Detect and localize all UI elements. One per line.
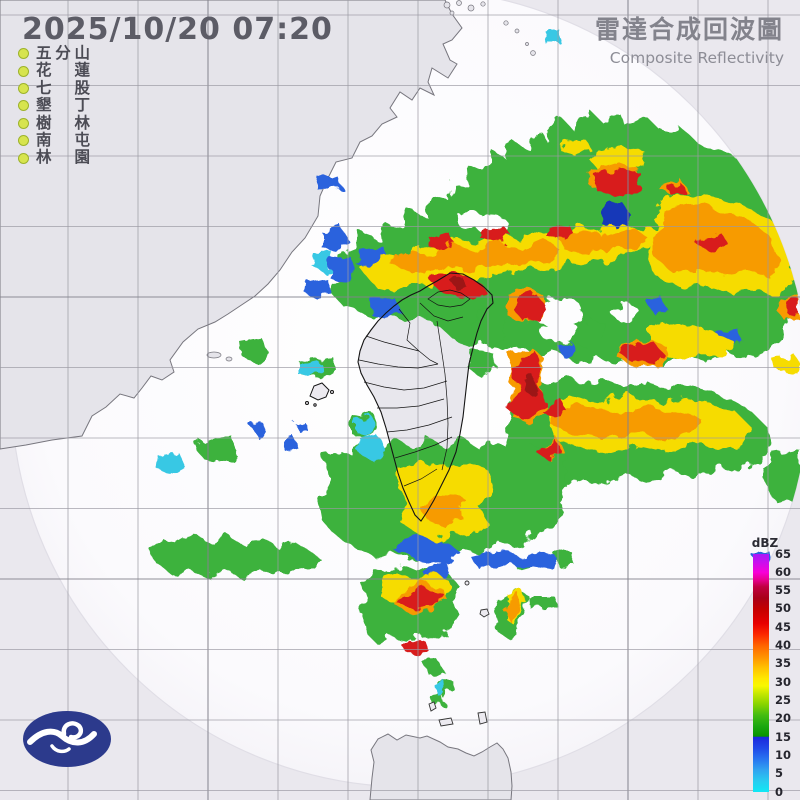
station-list: 五分山 花蓮 七股 墾丁 樹林 南屯 林園 (18, 45, 90, 167)
station-row: 南屯 (18, 132, 90, 149)
station-row: 七股 (18, 80, 90, 97)
echo-dark-red (450, 277, 538, 394)
station-name: 林園 (36, 148, 90, 167)
matsu-islands (503, 20, 536, 56)
orchid-island (479, 608, 490, 618)
legend-color-bar (753, 554, 769, 792)
station-status-dot (18, 135, 29, 147)
green-island (464, 580, 470, 586)
offshore-islets (428, 580, 490, 727)
cwb-logo (23, 711, 111, 767)
north-coastal-islands (443, 0, 486, 16)
legend-tick-label: 65 (775, 546, 792, 561)
station-status-dot (18, 48, 29, 60)
china-coast-landmass (0, 0, 463, 450)
legend-tick-label: 40 (775, 638, 792, 653)
station-name: 五分山 (36, 43, 90, 62)
legend-tick-label: 30 (775, 674, 792, 689)
map-title-block: 雷達合成回波圖 Composite Reflectivity (595, 10, 784, 67)
station-status-dot (18, 65, 29, 77)
station-row: 五分山 (18, 45, 90, 62)
page-title-zh: 雷達合成回波圖 (594, 15, 784, 44)
station-name: 樹林 (36, 113, 90, 132)
legend-tick-label: 15 (775, 729, 792, 744)
dbz-legend: dBZ 65 60 55 50 45 40 35 30 25 20 15 10 5 0 (748, 536, 800, 800)
legend-tick-label: 60 (775, 564, 792, 579)
landmasses (0, 0, 658, 800)
station-status-dot (18, 117, 29, 129)
station-status-dot (18, 100, 29, 112)
station-name: 南屯 (36, 130, 90, 149)
batanes-islet (428, 701, 437, 712)
legend-tick-label: 5 (775, 766, 784, 781)
page-title-en: Composite Reflectivity (609, 49, 784, 67)
penghu-islands (305, 382, 334, 407)
timestamp: 2025/10/20 07:20 (22, 12, 333, 47)
legend-tick-label: 20 (775, 711, 792, 726)
station-row: 樹林 (18, 115, 90, 132)
station-name: 墾丁 (36, 96, 90, 115)
echo-holes (456, 211, 639, 343)
kinmen-islands (206, 351, 233, 362)
batanes-islet (477, 711, 488, 725)
taiwan-borders (305, 272, 494, 727)
legend-tick-label: 10 (775, 747, 792, 762)
legend-tick-label: 50 (775, 601, 792, 616)
legend-tick-label: 0 (775, 784, 784, 799)
station-name: 花蓮 (36, 61, 90, 80)
station-row: 林園 (18, 149, 90, 166)
legend-tick-label: 35 (775, 656, 792, 671)
echo-layer (148, 20, 800, 706)
station-status-dot (18, 152, 29, 164)
batanes-islet (438, 717, 454, 727)
legend-unit-label: dBZ (751, 536, 779, 550)
cwb-logo-swirl (27, 721, 97, 754)
legend-tick-label: 45 (775, 619, 792, 634)
station-row: 花蓮 (18, 62, 90, 79)
station-name: 七股 (36, 78, 90, 97)
station-status-dot (18, 82, 29, 94)
station-row: 墾丁 (18, 97, 90, 114)
county-borders (358, 289, 471, 487)
echo-dark-blue (602, 202, 632, 232)
legend-tick-label: 25 (775, 692, 792, 707)
legend-tick-label: 55 (775, 583, 792, 598)
